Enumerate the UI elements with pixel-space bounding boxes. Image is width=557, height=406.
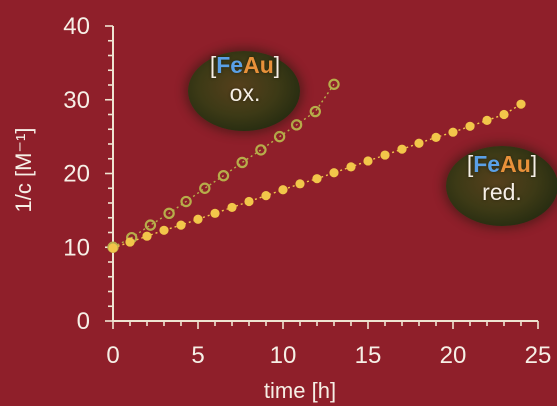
data-point-ox: [309, 105, 321, 118]
data-point-red: [499, 109, 509, 120]
data-point-red: [176, 220, 186, 230]
red-label-state: red.: [482, 179, 522, 205]
data-point-ox: [290, 119, 303, 131]
series-trend-line: [112, 83, 335, 248]
x-tick-label: 15: [355, 342, 382, 369]
ox-label-au: Au: [243, 52, 274, 78]
y-tick-label: 0: [77, 308, 90, 335]
data-point-red: [431, 132, 441, 142]
data-point-red: [125, 237, 135, 247]
data-point-red: [142, 231, 152, 241]
data-point-ox: [199, 182, 211, 194]
data-point-red: [261, 191, 271, 201]
data-point-ox: [236, 156, 248, 169]
ox-label-fe: Fe: [216, 52, 244, 78]
ox-bracket-open: [: [209, 52, 217, 78]
data-point-red: [193, 214, 203, 224]
data-point-red: [516, 99, 526, 109]
data-point-ox: [328, 78, 340, 90]
data-point-ox: [217, 170, 230, 182]
red-bracket-open: [: [466, 151, 474, 177]
x-axis-title: time [h]: [264, 378, 336, 403]
data-point-red: [414, 138, 424, 148]
data-point-red: [312, 174, 322, 184]
y-tick-label: 20: [63, 161, 90, 188]
data-point-red: [482, 115, 492, 125]
red-label-fe: Fe: [473, 151, 501, 177]
ox-series-label: [FeAu] ox.: [192, 51, 298, 107]
red-series-label: [FeAu] red.: [449, 150, 555, 206]
data-point-ox: [273, 130, 286, 143]
data-point-red: [210, 208, 220, 218]
red-label-au: Au: [500, 151, 531, 177]
data-point-red: [363, 156, 373, 166]
series-reduced: [108, 99, 526, 253]
data-point-red: [244, 196, 254, 207]
x-tick-label: 0: [106, 342, 119, 369]
series-layer: [107, 78, 526, 253]
y-tick-label: 30: [63, 87, 90, 114]
axis-labels: time [h] 1/c [M⁻¹]: [11, 128, 336, 403]
data-point-red: [227, 202, 237, 213]
x-tick-label: 25: [525, 342, 552, 369]
ox-bracket-close: ]: [273, 52, 281, 78]
data-point-red: [108, 243, 118, 253]
ox-label-state: ox.: [229, 80, 261, 106]
data-point-red: [346, 162, 356, 172]
x-tick-label: 5: [191, 342, 204, 369]
data-point-ox: [163, 207, 175, 220]
data-point-red: [295, 179, 305, 189]
y-tick-label: 10: [63, 234, 90, 261]
y-tick-label: 40: [63, 13, 90, 40]
data-point-red: [380, 150, 390, 160]
red-bracket-close: ]: [530, 151, 538, 177]
data-point-ox: [255, 144, 267, 156]
data-point-red: [159, 225, 169, 235]
data-point-red: [465, 121, 475, 131]
data-point-ox: [180, 195, 192, 208]
data-point-red: [329, 168, 339, 178]
ox-label-formula: [FeAu]: [192, 51, 298, 79]
red-label-blob: [446, 146, 557, 226]
x-tick-label: 10: [270, 342, 297, 369]
data-point-red: [278, 185, 288, 195]
series-oxidized: [107, 78, 340, 253]
red-label-formula: [FeAu]: [449, 150, 555, 178]
data-point-ox: [144, 219, 157, 231]
axes: 0 5 10 15 20 25 0 10 20 30 40: [63, 13, 551, 369]
data-point-red: [448, 127, 458, 137]
data-point-red: [397, 144, 407, 154]
ox-label-blob: [188, 51, 300, 131]
x-tick-label: 20: [440, 342, 467, 369]
y-axis-title: 1/c [M⁻¹]: [11, 128, 36, 213]
